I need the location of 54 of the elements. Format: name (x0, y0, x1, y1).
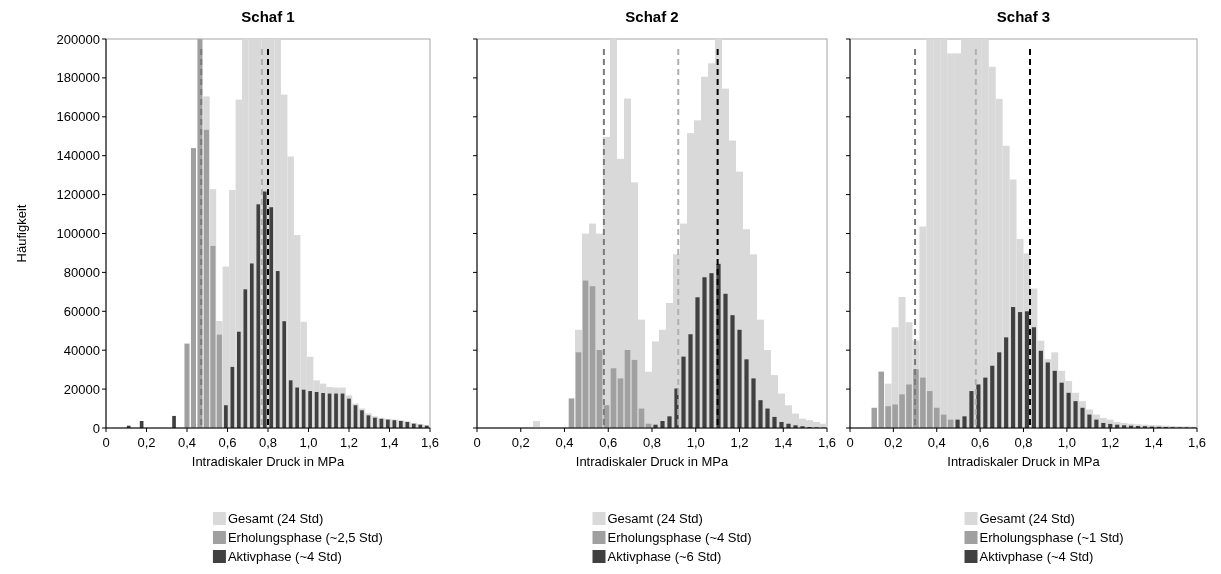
x-tick-label: 0 (102, 435, 110, 450)
x-tick-label: 1,0 (1057, 435, 1076, 450)
y-tick-label: 40000 (63, 342, 100, 358)
y-tick-label: 20000 (63, 381, 100, 397)
x-tick-label: 0,4 (927, 435, 946, 450)
x-tick-label: 0,6 (599, 435, 618, 450)
x-tick-label: 1,0 (686, 435, 705, 450)
x-tick-label: 1,4 (380, 435, 399, 450)
x-tick-label: 0,6 (218, 435, 237, 450)
y-tick-label: 200000 (56, 31, 100, 47)
x-tick-label: 0 (846, 435, 854, 450)
x-tick-label: 1,6 (817, 435, 837, 450)
x-tick-label: 1,4 (1144, 435, 1163, 450)
x-axis-title: Intradiskaler Druck in MPa (947, 454, 1101, 469)
x-tick-label: 0,2 (511, 435, 530, 450)
x-tick-label: 0,8 (1014, 435, 1033, 450)
chart-title: Schaf 3 (996, 8, 1051, 25)
y-tick-label: 180000 (56, 70, 100, 86)
x-tick-label: 1,6 (1187, 435, 1207, 450)
legend-label: Erholungsphase (~4 Std) (607, 530, 752, 545)
y-tick-label: 100000 (56, 226, 100, 242)
legend-label: Aktivphase (~4 Std) (227, 549, 342, 564)
x-tick-label: 0,2 (884, 435, 903, 450)
legend-label: Aktivphase (~6 Std) (607, 549, 722, 564)
x-tick-label: 0,2 (137, 435, 156, 450)
x-axis-title: Intradiskaler Druck in MPa (191, 454, 345, 469)
y-tick-label: 60000 (63, 303, 100, 319)
legend-label: Gesamt (24 Std) (227, 511, 324, 526)
x-tick-label: 0,4 (555, 435, 574, 450)
legend-label: Aktivphase (~4 Std) (979, 549, 1094, 564)
x-axis-title: Intradiskaler Druck in MPa (575, 454, 729, 469)
x-tick-label: 0,6 (971, 435, 990, 450)
x-tick-label: 0,8 (258, 435, 278, 450)
y-tick-label: 0 (92, 420, 100, 436)
legend-label: Erholungsphase (~2,5 Std) (227, 530, 383, 545)
y-tick-label: 80000 (63, 264, 100, 280)
x-tick-label: 1,6 (420, 435, 440, 450)
x-tick-label: 1,4 (774, 435, 793, 450)
legend-label: Gesamt (24 Std) (979, 511, 1075, 526)
x-tick-label: 1,2 (339, 435, 359, 450)
y-tick-label: 140000 (56, 148, 100, 164)
x-tick-label: 0,8 (642, 435, 662, 450)
y-tick-label: 160000 (56, 109, 100, 125)
x-tick-label: 1,0 (299, 435, 318, 450)
legend-label: Gesamt (24 Std) (607, 511, 703, 526)
x-tick-label: 1,2 (730, 435, 749, 450)
y-tick-label: 120000 (56, 187, 100, 203)
legend-label: Erholungsphase (~1 Std) (979, 530, 1124, 545)
chart-title: Schaf 1 (241, 8, 295, 25)
x-tick-label: 0,4 (177, 435, 197, 450)
chart-title: Schaf 2 (625, 8, 679, 25)
x-tick-label: 0 (473, 435, 481, 450)
x-tick-label: 1,2 (1101, 435, 1120, 450)
y-axis-title: Häufigkeit (14, 204, 29, 263)
